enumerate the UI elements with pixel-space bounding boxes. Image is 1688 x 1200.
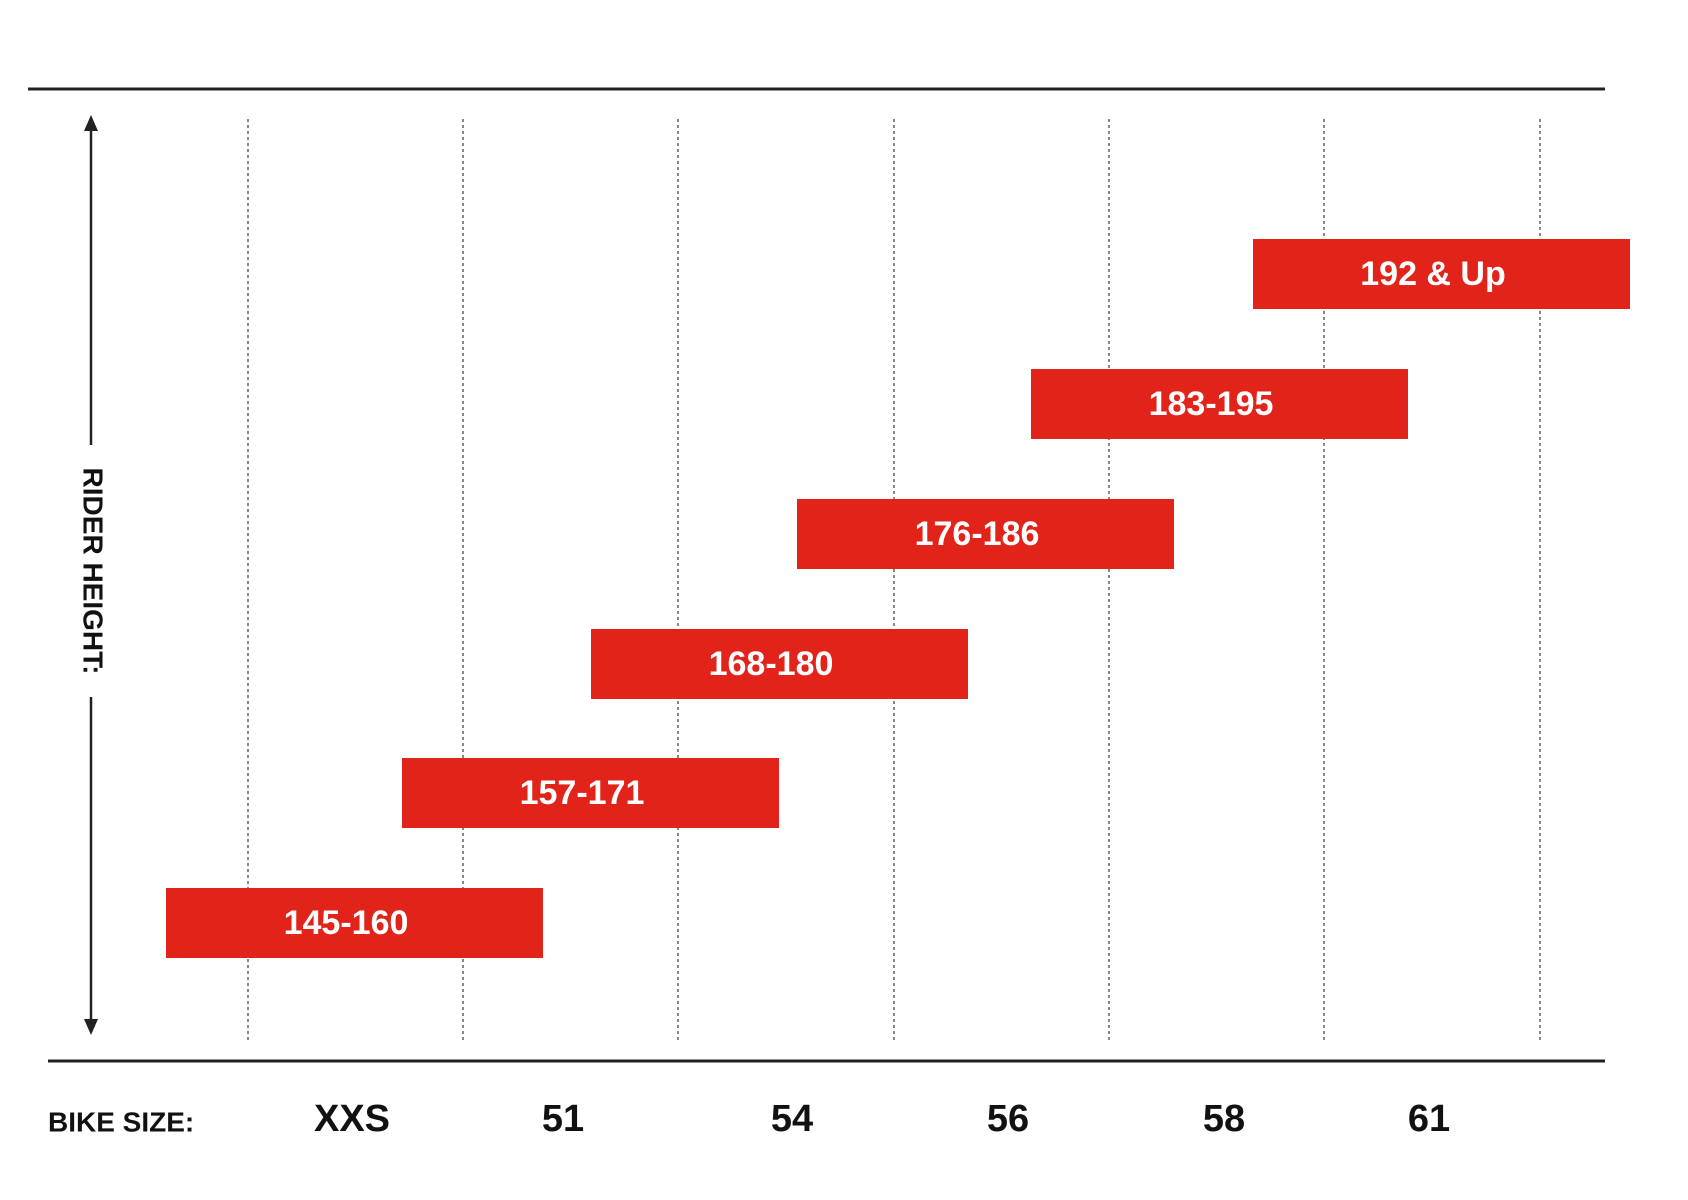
height-label: 183-195 bbox=[1149, 385, 1274, 423]
height-label: 168-180 bbox=[709, 645, 834, 683]
height-label: 157-171 bbox=[520, 774, 645, 812]
grid bbox=[247, 119, 1541, 1041]
height-bar bbox=[797, 499, 1174, 569]
arrow-head bbox=[84, 115, 98, 131]
height-label: 145-160 bbox=[284, 904, 409, 942]
size-label: 51 bbox=[542, 1098, 584, 1140]
height-bar bbox=[166, 888, 543, 958]
height-label: 176-186 bbox=[915, 515, 1040, 553]
height-bar bbox=[402, 758, 779, 828]
size-label: 58 bbox=[1203, 1098, 1245, 1140]
bars: 145-160 157-171 168-180 176-186 183-195 192 &… bbox=[166, 239, 1630, 958]
size-label: XXS bbox=[314, 1098, 390, 1140]
height-bar bbox=[1253, 239, 1630, 309]
size-label: 61 bbox=[1408, 1098, 1450, 1140]
arrow-head bbox=[84, 1019, 98, 1035]
x-axis-label: BIKE SIZE: bbox=[48, 1106, 194, 1137]
height-bar bbox=[1031, 369, 1408, 439]
size-label: 54 bbox=[771, 1098, 813, 1140]
sizes: XXS 51 54 56 58 61 bbox=[314, 1098, 1450, 1140]
y-axis-label: RIDER HEIGHT: bbox=[78, 468, 109, 675]
height-label: 192 & Up bbox=[1360, 255, 1506, 293]
size-label: 56 bbox=[987, 1098, 1029, 1140]
height-bar bbox=[591, 629, 968, 699]
